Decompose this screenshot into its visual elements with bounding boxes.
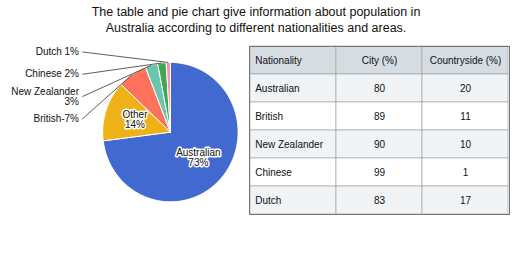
svg-text:City (%): City (%) (362, 54, 398, 65)
svg-text:Other14%: Other14% (122, 109, 148, 130)
svg-text:Nationality: Nationality (255, 54, 302, 65)
svg-text:Chinese 2%: Chinese 2% (25, 68, 79, 79)
svg-text:Dutch: Dutch (255, 194, 281, 205)
svg-text:20: 20 (460, 82, 472, 93)
svg-text:British: British (255, 110, 283, 121)
svg-text:17: 17 (460, 194, 472, 205)
svg-text:Chinese: Chinese (255, 166, 292, 177)
svg-text:Dutch 1%: Dutch 1% (36, 46, 79, 57)
svg-text:Australian: Australian (255, 82, 299, 93)
svg-text:New Zealander3%: New Zealander3% (11, 85, 79, 106)
svg-text:83: 83 (374, 194, 386, 205)
svg-text:99: 99 (374, 166, 386, 177)
svg-text:British-7%: British-7% (33, 113, 79, 124)
svg-text:New Zealander: New Zealander (255, 138, 323, 149)
html-text:The table and pie chart give i: The table and pie chart give information… (91, 5, 421, 36)
svg-text:1: 1 (463, 166, 469, 177)
svg-text:89: 89 (374, 110, 386, 121)
svg-text:90: 90 (374, 138, 386, 149)
svg-text:Countryside (%): Countryside (%) (430, 54, 502, 65)
svg-text:11: 11 (460, 110, 471, 121)
svg-text:Australian73%: Australian73% (176, 146, 220, 167)
svg-text:10: 10 (460, 138, 472, 149)
svg-text:80: 80 (374, 82, 386, 93)
